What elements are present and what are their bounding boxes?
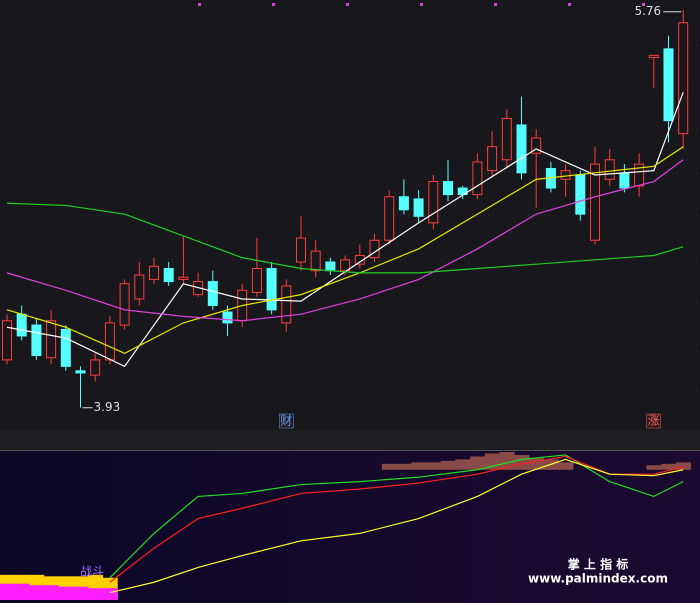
candle-body (487, 146, 498, 172)
candle-body (340, 259, 351, 272)
candle-body (413, 198, 424, 217)
candle-body (575, 174, 586, 215)
candle-body (590, 163, 600, 241)
candle-body (207, 281, 218, 307)
candle-body (398, 196, 409, 211)
histogram-bar (528, 457, 545, 470)
histogram-bar (440, 460, 456, 470)
candle-body (2, 320, 12, 361)
candle-body (149, 265, 159, 280)
candle-body (663, 48, 674, 122)
candle-body (472, 161, 483, 196)
candle-body (560, 170, 571, 180)
candle-body (648, 54, 659, 59)
candle-body (104, 322, 115, 361)
separator-band (0, 430, 700, 450)
candle-body (531, 137, 542, 154)
candle-body (619, 172, 630, 189)
event-marker: 财 (280, 414, 292, 428)
top-tick (494, 3, 497, 6)
signal-block (0, 583, 15, 600)
candle-body (325, 261, 336, 272)
candle-body (266, 268, 277, 311)
candle-body (443, 181, 453, 196)
histogram-bar (455, 459, 471, 470)
signal-block (58, 586, 74, 600)
indicator-line (109, 458, 684, 594)
moving-average (6, 92, 684, 368)
event-marker-box (279, 413, 294, 429)
indicator-label: 战斗 (80, 565, 104, 579)
high-label: 5.76 (634, 4, 661, 18)
candle-body (251, 268, 262, 293)
event-marker: 涨 (648, 413, 660, 428)
candle-body (310, 250, 321, 272)
candle-body (178, 276, 189, 280)
candle-body (516, 124, 527, 174)
top-tick (420, 3, 423, 6)
candle-body (46, 320, 57, 359)
histogram-bar (381, 463, 398, 470)
candle-body (428, 181, 439, 224)
histogram-bar (675, 462, 692, 470)
histogram-bar (396, 463, 412, 470)
candle-body (75, 370, 86, 374)
candle-body (501, 117, 512, 161)
histogram-bar (661, 463, 677, 470)
candle-body (354, 254, 365, 265)
candle-body (119, 283, 130, 326)
signal-block (87, 588, 104, 600)
candle-body (281, 285, 292, 324)
signal-block (29, 585, 45, 600)
candle-body (31, 324, 42, 357)
histogram-bar (499, 452, 515, 470)
top-tick (642, 3, 645, 6)
watermark-url: www.palmindex.com (528, 572, 668, 586)
background-grid (0, 3, 700, 391)
candle-body (678, 22, 689, 135)
moving-average (6, 202, 684, 274)
candle-body (384, 196, 395, 241)
watermark-title: 掌 上 指 标 (568, 557, 629, 572)
candle-body (604, 159, 615, 180)
indicator-line (109, 454, 684, 579)
signal-block (102, 588, 118, 600)
signal-block (73, 586, 89, 600)
top-tick (272, 3, 275, 6)
top-tick (198, 3, 201, 6)
histogram-bar (558, 462, 574, 470)
histogram-bar (470, 456, 486, 470)
candle-body (163, 268, 174, 283)
low-label: 3.93 (94, 400, 121, 414)
candle-body (134, 274, 145, 300)
candle-body (369, 239, 380, 259)
histogram-bar (411, 462, 427, 470)
top-tick (568, 3, 571, 6)
candle-body (60, 328, 71, 367)
candle-body (296, 237, 306, 263)
histogram-bar (425, 462, 442, 470)
candle-body (90, 359, 101, 376)
candle-body (16, 313, 27, 337)
event-marker-box (646, 413, 662, 429)
signal-block (14, 583, 30, 600)
histogram-bar (646, 465, 662, 470)
candle-body (222, 311, 233, 324)
top-tick (346, 3, 349, 6)
moving-average (6, 159, 684, 322)
signal-block (43, 585, 59, 600)
